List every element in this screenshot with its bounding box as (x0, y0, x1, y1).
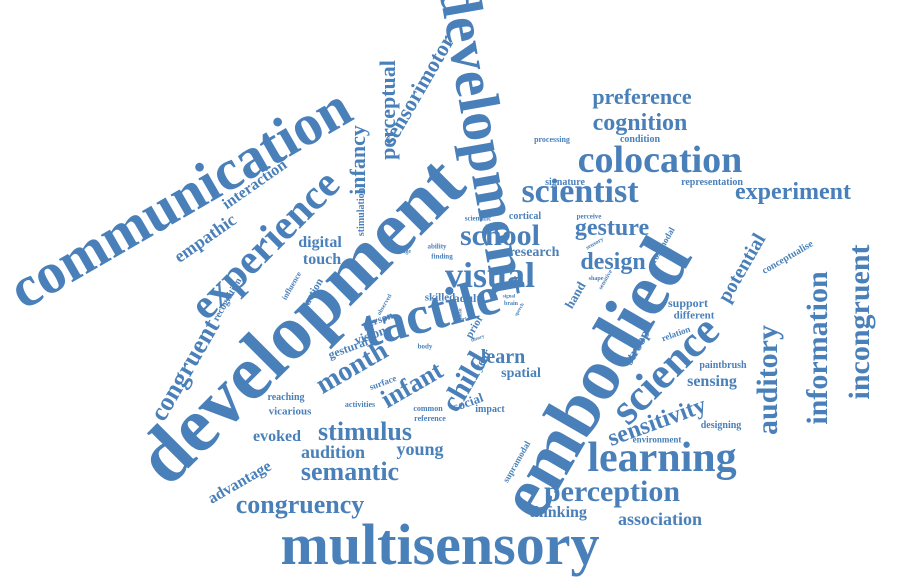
word-infancy: infancy (345, 125, 370, 195)
word-congruency: congruency (235, 490, 365, 519)
word-environment: environment (632, 434, 682, 445)
word-preference: preference (592, 84, 692, 109)
word-paintbrush: paintbrush (699, 360, 747, 371)
word-touch: touch (302, 251, 342, 268)
word-representation: representation (681, 177, 743, 188)
word-information: information (801, 271, 834, 425)
word-designing: designing (700, 420, 742, 431)
word-experiment: experiment (735, 179, 851, 205)
word-signature: signature (545, 177, 585, 188)
word-support: support (667, 296, 709, 310)
word-learn: learn (480, 346, 526, 368)
word-school: school (459, 219, 541, 252)
word-audition: audition (300, 442, 366, 462)
word-design: design (580, 249, 646, 275)
word-perceive: perceive (576, 212, 602, 221)
word-brain: brain (503, 301, 519, 307)
word-body: body (417, 342, 433, 351)
word-spatial: spatial (501, 366, 541, 381)
word-perceptual: perceptual (375, 60, 400, 160)
word-adult: adult (453, 291, 481, 305)
word-reference: reference (414, 414, 446, 423)
word-impact: impact (475, 404, 505, 415)
word-cognition: cognition (592, 110, 688, 136)
word-condition: condition (619, 134, 661, 145)
word-colocation: colocation (577, 139, 743, 181)
word-hand: hand (561, 279, 589, 311)
word-perception: perception (543, 475, 681, 508)
word-multisensory: multisensory (280, 512, 600, 577)
word-activities: activities (344, 400, 376, 409)
word-ability: ability (427, 242, 447, 251)
word-thinking: thinking (529, 504, 587, 521)
word-change: change (393, 249, 411, 255)
word-shape: shape (588, 276, 604, 282)
word-scientific: scientific (464, 214, 492, 223)
word-gesture: gesture (574, 215, 650, 241)
word-cortical: cortical (508, 211, 542, 222)
word-world: world (456, 317, 470, 323)
word-common: common (413, 404, 443, 413)
word-visual: visual (444, 255, 536, 295)
word-stimulus: stimulus (318, 417, 412, 446)
word-sensing: sensing (687, 373, 737, 390)
word-evoked: evoked (253, 428, 301, 445)
word-auditory: auditory (751, 324, 784, 436)
word-association: association (617, 509, 703, 529)
word-signal: signal (502, 294, 516, 300)
word-reaching: reaching (267, 392, 305, 403)
word-vicarious: vicarious (268, 405, 312, 418)
word-skilled: skilled (424, 291, 456, 304)
word-music: music (458, 307, 464, 321)
word-learning: learning (587, 435, 737, 481)
word-stimulation: stimulation (356, 187, 367, 237)
word-young: young (396, 439, 444, 459)
word-digital: digital (298, 234, 342, 251)
word-processing: processing (534, 135, 570, 144)
word-finding: finding (431, 252, 453, 261)
word-incongruent: incongruent (843, 244, 876, 400)
word-semantic: semantic (300, 457, 400, 486)
word-different: different (673, 309, 715, 322)
word-research: research (508, 245, 560, 260)
word-scientist: scientist (521, 173, 639, 210)
